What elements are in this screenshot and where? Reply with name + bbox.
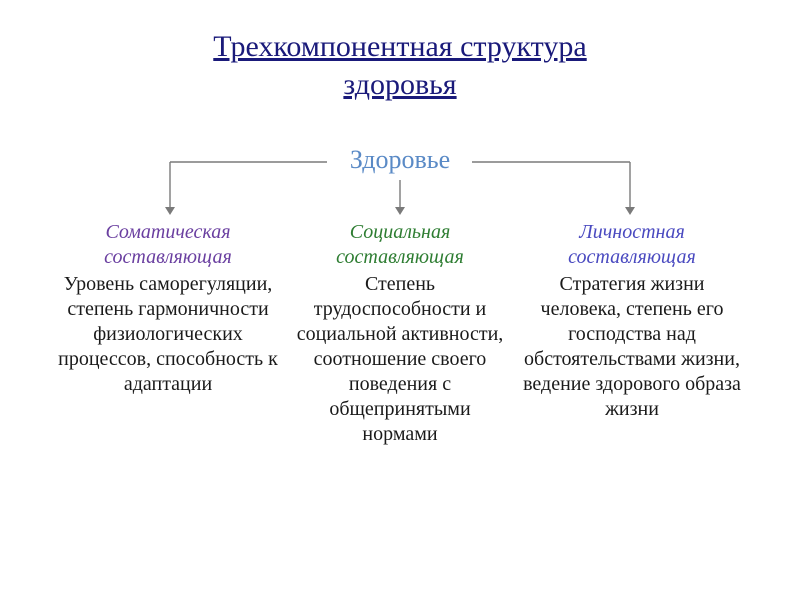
root-node-label: Здоровье (350, 145, 450, 175)
column-body: Степень трудоспособности и социальной ак… (290, 272, 510, 447)
column-social: Социальная составляющая Степень трудоспо… (290, 220, 510, 447)
column-personal: Личностная составляющая Стратегия жизни … (522, 220, 742, 447)
column-somatic: Соматическая составляющая Уровень саморе… (58, 220, 278, 447)
column-header: Личностная составляющая (522, 220, 742, 270)
column-body: Уровень саморегуляции, степень гармоничн… (58, 272, 278, 397)
columns-container: Соматическая составляющая Уровень саморе… (0, 220, 800, 447)
page-title: Трехкомпонентная структура здоровья (0, 0, 800, 103)
column-body: Стратегия жизни человека, степень его го… (522, 272, 742, 422)
column-header: Соматическая составляющая (58, 220, 278, 270)
column-header: Социальная составляющая (290, 220, 510, 270)
